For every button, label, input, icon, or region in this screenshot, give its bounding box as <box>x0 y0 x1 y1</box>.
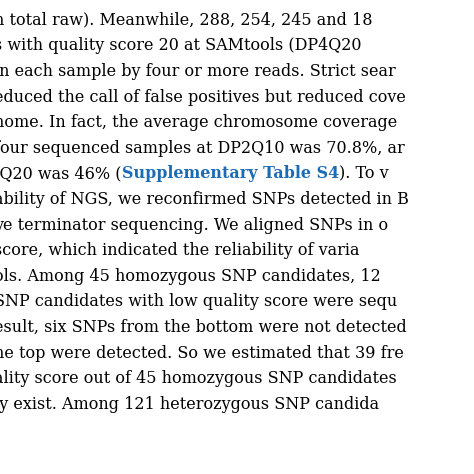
Text: ). To v: ). To v <box>339 165 389 182</box>
Text: ye terminator sequencing. We aligned SNPs in o: ye terminator sequencing. We aligned SNP… <box>0 217 388 234</box>
Text: n total raw). Meanwhile, 288, 254, 245 and 18: n total raw). Meanwhile, 288, 254, 245 a… <box>0 12 373 29</box>
Text: educed the call of false positives but reduced cove: educed the call of false positives but r… <box>0 89 406 106</box>
Text: home. In fact, the average chromosome coverage: home. In fact, the average chromosome co… <box>0 114 398 131</box>
Text: ability of NGS, we reconfirmed SNPs detected in B: ability of NGS, we reconfirmed SNPs dete… <box>0 191 409 208</box>
Text: Supplementary Table S4: Supplementary Table S4 <box>122 165 339 182</box>
Text: score, which indicated the reliability of varia: score, which indicated the reliability o… <box>0 242 360 259</box>
Text: ols. Among 45 homozygous SNP candidates, 12: ols. Among 45 homozygous SNP candidates,… <box>0 268 381 285</box>
Text: -Q20 was 46% (: -Q20 was 46% ( <box>0 165 122 182</box>
Text: SNP candidates with low quality score were sequ: SNP candidates with low quality score we… <box>0 293 398 310</box>
Text: ality score out of 45 homozygous SNP candidates: ality score out of 45 homozygous SNP can… <box>0 370 397 387</box>
Text: he top were detected. So we estimated that 39 fre: he top were detected. So we estimated th… <box>0 345 404 362</box>
Text: ly exist. Among 121 heterozygous SNP candida: ly exist. Among 121 heterozygous SNP can… <box>0 396 379 413</box>
Text: s with quality score 20 at SAMtools (DP4Q20: s with quality score 20 at SAMtools (DP4… <box>0 37 362 55</box>
Text: esult, six SNPs from the bottom were not detected: esult, six SNPs from the bottom were not… <box>0 319 407 336</box>
Text: in each sample by four or more reads. Strict sear: in each sample by four or more reads. St… <box>0 63 396 80</box>
Text: four sequenced samples at DP2Q10 was 70.8%, ar: four sequenced samples at DP2Q10 was 70.… <box>0 140 405 157</box>
